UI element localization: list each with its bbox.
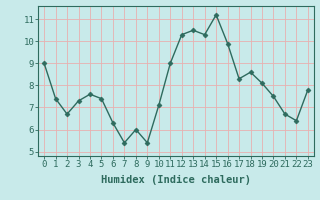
X-axis label: Humidex (Indice chaleur): Humidex (Indice chaleur): [101, 175, 251, 185]
